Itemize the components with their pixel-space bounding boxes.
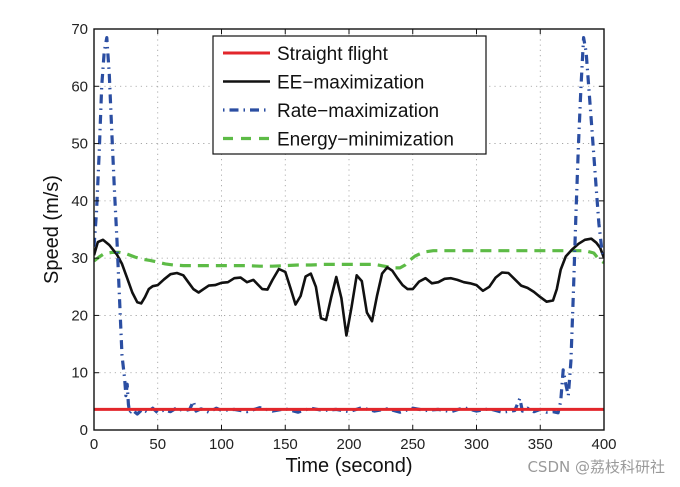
- legend-label: EE−maximization: [277, 73, 424, 94]
- series-line-energy-minimization: [94, 249, 604, 270]
- legend-box: [212, 35, 487, 155]
- y-tick-label: 50: [71, 136, 88, 153]
- y-tick-label: 10: [71, 365, 88, 382]
- y-tick-label: 60: [71, 78, 88, 95]
- legend-label: Straight flight: [277, 44, 389, 65]
- y-tick-label: 0: [80, 422, 88, 439]
- y-axis-title: Speed (m/s): [41, 175, 63, 284]
- series-line-ee-maximization: [94, 237, 604, 337]
- x-tick-label: 100: [209, 436, 234, 453]
- y-tick-labels: 0 10 20 30 40 50 60 70: [71, 21, 88, 439]
- x-tick-label: 150: [273, 436, 298, 453]
- y-tick-label: 40: [71, 193, 88, 210]
- x-axis-title: Time (second): [285, 455, 412, 477]
- y-tick-label: 30: [71, 250, 88, 267]
- x-tick-label: 200: [336, 436, 361, 453]
- y-tick-label: 20: [71, 307, 88, 324]
- legend-label: Energy−minimization: [277, 130, 454, 151]
- x-tick-label: 300: [464, 436, 489, 453]
- series-line-rate-maximization: [94, 35, 604, 416]
- x-tick-label: 250: [400, 436, 425, 453]
- axis-ticks: [93, 28, 605, 431]
- x-tick-label: 350: [528, 436, 553, 453]
- x-tick-label: 0: [90, 436, 98, 453]
- x-tick-label: 400: [591, 436, 616, 453]
- legend: Straight flight EE−maximization Rate−maxim…: [212, 35, 487, 155]
- x-tick-label: 50: [149, 436, 166, 453]
- series-layer: [94, 35, 604, 416]
- legend-label: Rate−maximization: [277, 101, 439, 122]
- x-tick-labels: 0 50 100 150 200 250 300 350 400: [90, 436, 617, 453]
- watermark: CSDN @荔枝科研社: [527, 458, 665, 476]
- y-tick-label: 70: [71, 21, 88, 38]
